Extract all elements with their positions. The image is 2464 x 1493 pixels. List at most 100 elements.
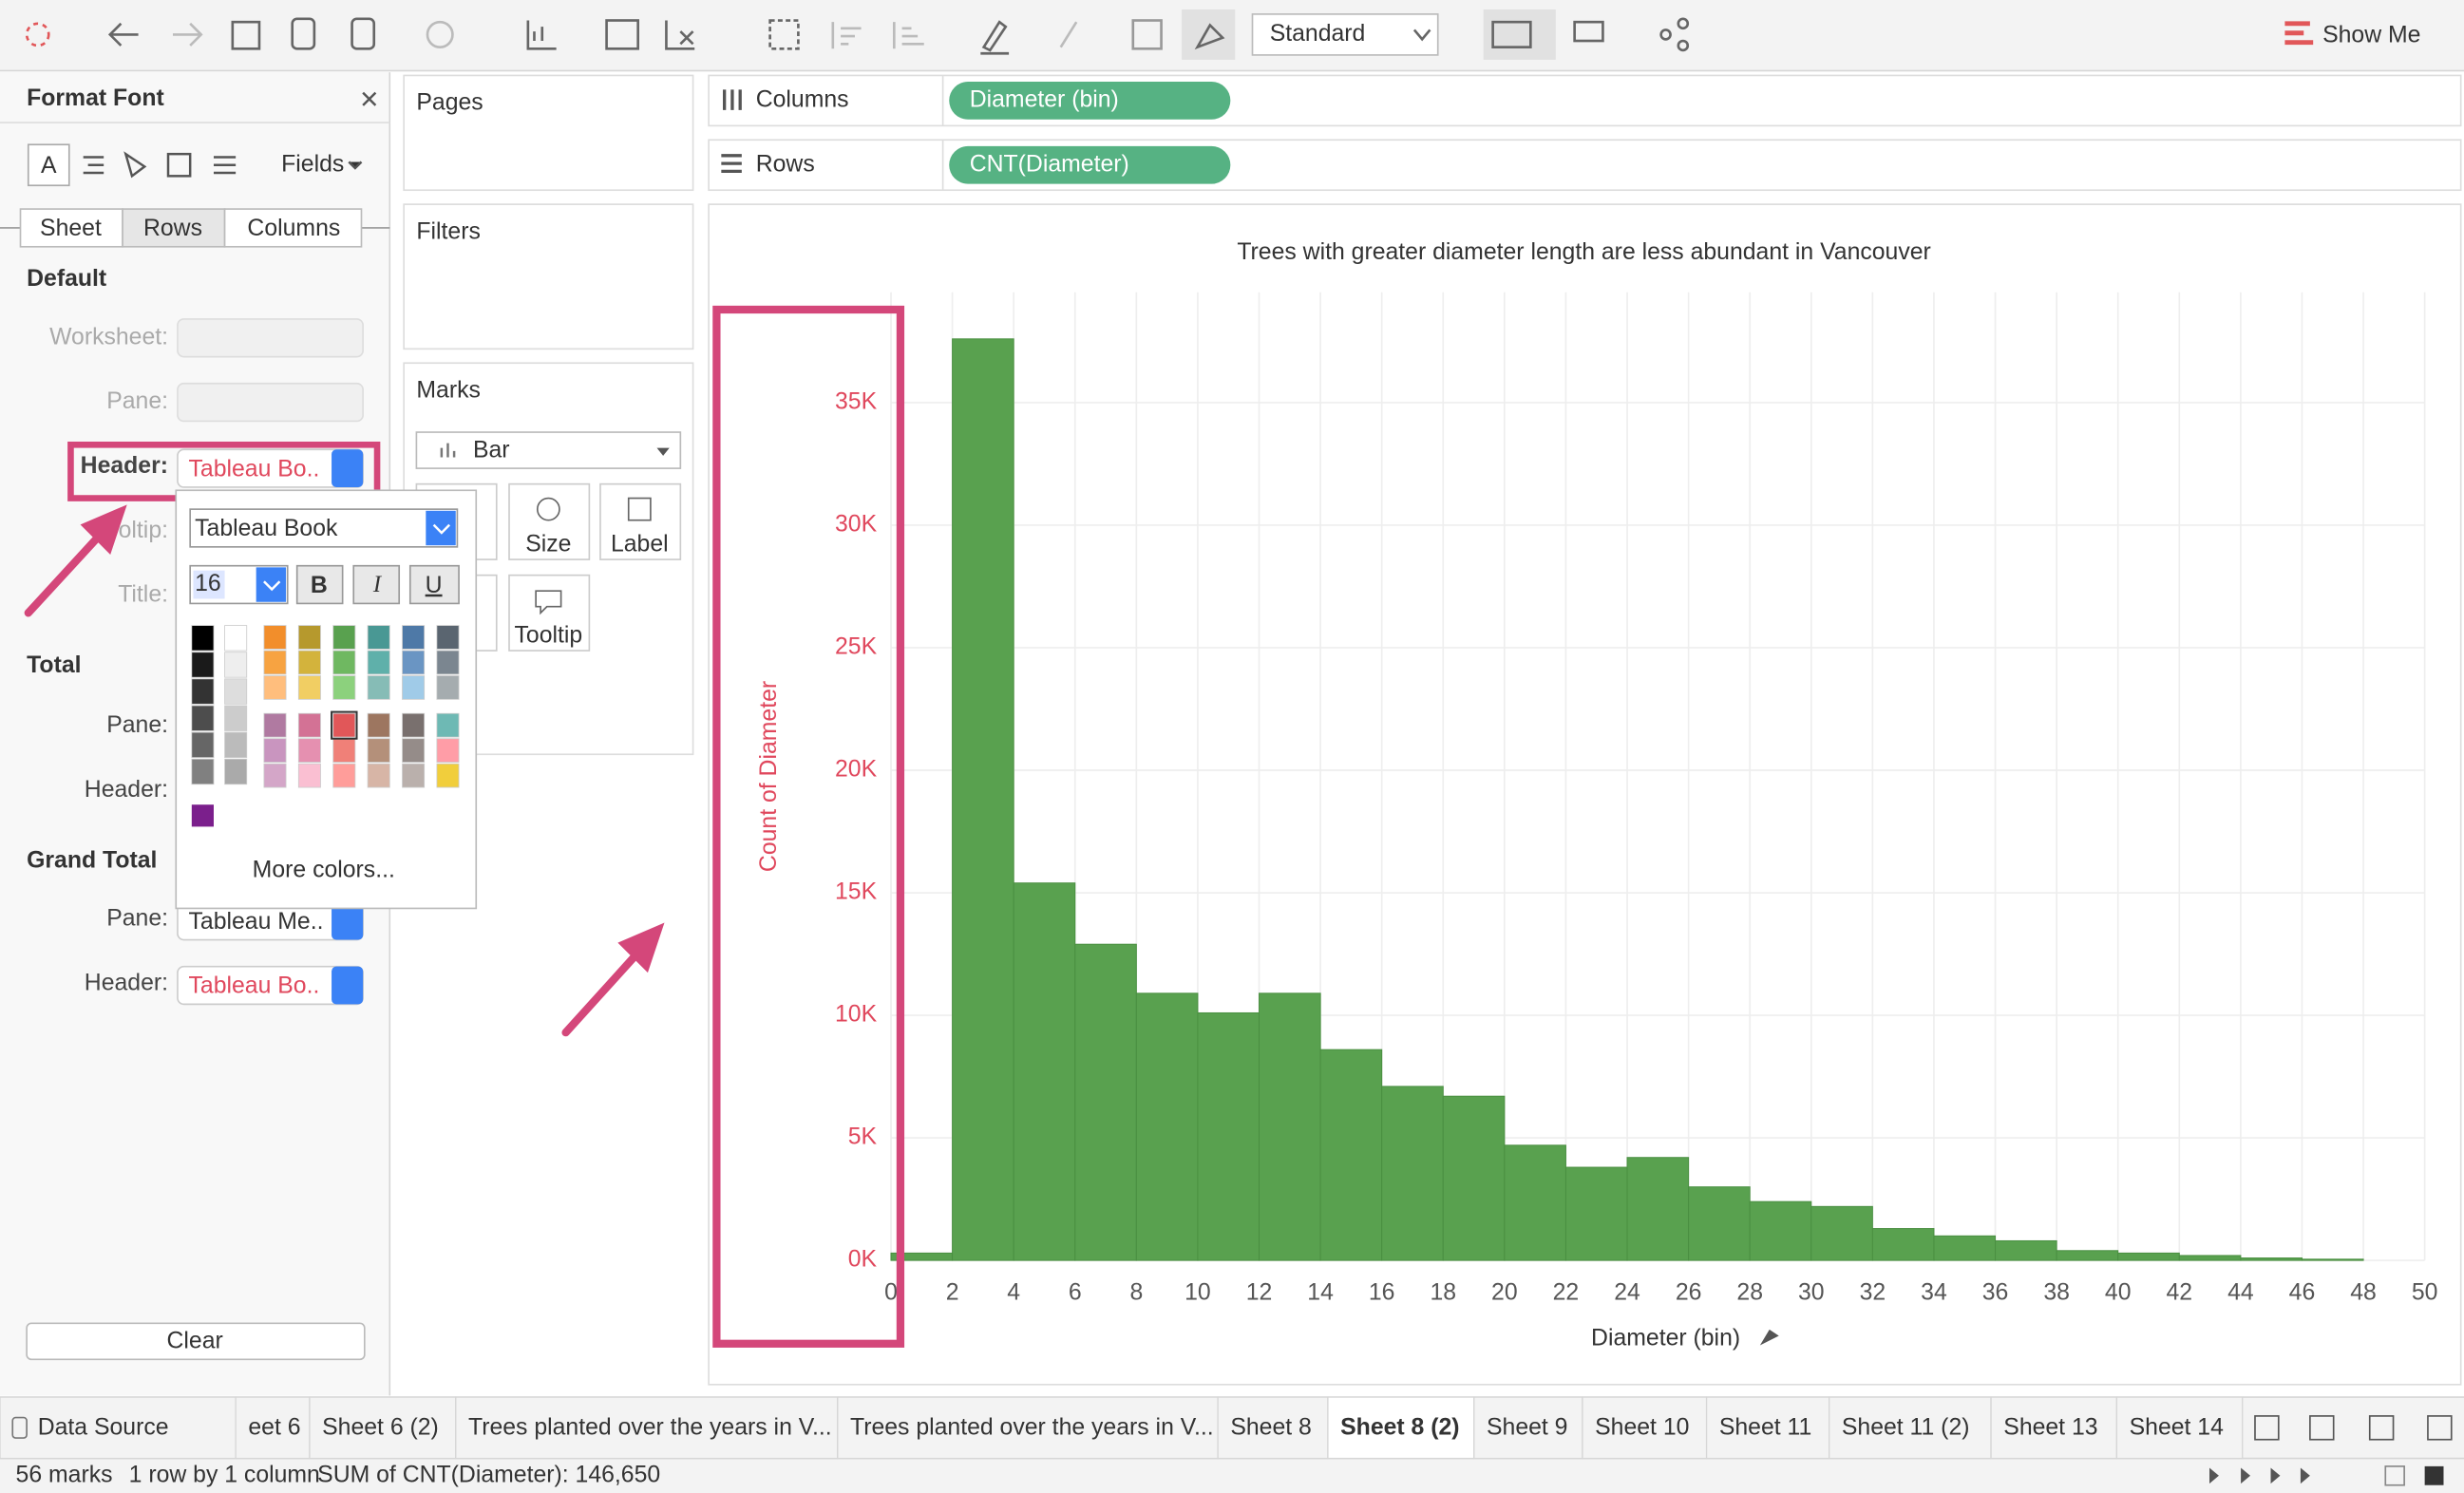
- swatch[interactable]: [332, 650, 356, 675]
- sheet-tab[interactable]: [309, 1396, 457, 1460]
- tab-action[interactable]: [2309, 1415, 2335, 1441]
- sheet-tab[interactable]: [837, 1396, 1219, 1460]
- swatch[interactable]: [402, 763, 426, 788]
- swatch[interactable]: [263, 738, 287, 763]
- swap-icon[interactable]: [768, 19, 800, 50]
- cards-icon[interactable]: [1491, 20, 1532, 48]
- swatch[interactable]: [297, 650, 321, 675]
- duplicate-icon[interactable]: [605, 19, 639, 50]
- sheet-tab[interactable]: [1705, 1396, 1830, 1460]
- swatch[interactable]: [263, 675, 287, 700]
- swatch[interactable]: [367, 763, 390, 788]
- mark-type-dropdown[interactable]: [415, 431, 682, 469]
- more-colors[interactable]: More colors...: [253, 857, 395, 882]
- presentation-icon[interactable]: [1573, 20, 1604, 43]
- tab-sheet[interactable]: [19, 208, 123, 248]
- forward-icon[interactable]: [172, 22, 203, 47]
- sheet-tab[interactable]: [1473, 1396, 1583, 1460]
- swatch[interactable]: [436, 712, 460, 738]
- borders-icon[interactable]: [166, 152, 192, 178]
- swatch[interactable]: [332, 675, 356, 700]
- swatch[interactable]: [367, 675, 390, 700]
- swatch[interactable]: [191, 678, 215, 705]
- tab-columns[interactable]: [223, 208, 363, 248]
- swatch[interactable]: [191, 705, 215, 731]
- sort-desc-icon[interactable]: [892, 22, 924, 49]
- swatch[interactable]: [402, 625, 426, 650]
- pause-icon[interactable]: [351, 17, 376, 50]
- fields-dropdown[interactable]: Fields: [281, 151, 344, 177]
- tab-action[interactable]: [2254, 1415, 2280, 1441]
- sheet-tab[interactable]: [1217, 1396, 1329, 1460]
- swatch[interactable]: [332, 712, 356, 738]
- attach-icon[interactable]: [1059, 21, 1078, 48]
- save-icon[interactable]: [231, 20, 261, 50]
- align-icon[interactable]: [83, 156, 104, 175]
- swatch[interactable]: [224, 758, 248, 785]
- swatch[interactable]: [436, 650, 460, 675]
- clear-sheet-icon[interactable]: [665, 20, 695, 50]
- sheet-tab[interactable]: [2115, 1396, 2244, 1460]
- swatch[interactable]: [297, 738, 321, 763]
- swatch[interactable]: [263, 712, 287, 738]
- swatch[interactable]: [224, 705, 248, 731]
- swatch[interactable]: [297, 625, 321, 650]
- swatch[interactable]: [402, 738, 426, 763]
- size-button[interactable]: [508, 482, 591, 560]
- tab-action[interactable]: [2427, 1415, 2453, 1441]
- swatch[interactable]: [224, 731, 248, 758]
- font-select[interactable]: [189, 508, 459, 548]
- sheet-tab[interactable]: [1828, 1396, 1992, 1460]
- swatch[interactable]: [402, 712, 426, 738]
- underline-button[interactable]: [408, 564, 460, 605]
- swatch[interactable]: [297, 712, 321, 738]
- sheet-tab[interactable]: [235, 1396, 311, 1460]
- show-me[interactable]: Show Me: [2322, 23, 2420, 48]
- swatch[interactable]: [332, 625, 356, 650]
- swatch[interactable]: [263, 650, 287, 675]
- lines-icon[interactable]: [213, 156, 237, 175]
- shading-icon[interactable]: [123, 151, 147, 179]
- swatch[interactable]: [436, 738, 460, 763]
- swatch[interactable]: [367, 625, 390, 650]
- new-sheet-icon[interactable]: [526, 20, 557, 50]
- swatch[interactable]: [436, 625, 460, 650]
- swatch[interactable]: [191, 731, 215, 758]
- pin-icon[interactable]: [1194, 23, 1225, 50]
- fit-dropdown[interactable]: [1251, 13, 1439, 56]
- swatch[interactable]: [224, 625, 248, 652]
- share-icon[interactable]: [1659, 28, 1672, 41]
- text-icon[interactable]: [1131, 19, 1163, 50]
- clear-button[interactable]: [26, 1322, 366, 1361]
- swatch[interactable]: [297, 763, 321, 788]
- swatch[interactable]: [224, 678, 248, 705]
- font-tab[interactable]: [27, 143, 70, 187]
- swatch[interactable]: [367, 650, 390, 675]
- swatch[interactable]: [224, 652, 248, 678]
- swatch[interactable]: [263, 625, 287, 650]
- swatch[interactable]: [263, 763, 287, 788]
- logo[interactable]: [25, 22, 50, 47]
- columns-pill[interactable]: [949, 82, 1231, 120]
- bold-button[interactable]: [295, 564, 344, 605]
- tab-action[interactable]: [2368, 1415, 2395, 1441]
- datasource-icon[interactable]: [291, 17, 316, 50]
- swatch[interactable]: [191, 652, 215, 678]
- refresh-icon[interactable]: [426, 20, 454, 48]
- swatch[interactable]: [191, 758, 215, 785]
- label-button[interactable]: [599, 482, 682, 560]
- swatch[interactable]: [402, 675, 426, 700]
- italic-button[interactable]: [352, 564, 401, 605]
- highlight-icon[interactable]: [980, 20, 1010, 55]
- close-icon[interactable]: [362, 91, 377, 106]
- sheet-tab[interactable]: [1327, 1396, 1475, 1460]
- swatch[interactable]: [367, 738, 390, 763]
- tooltip-button[interactable]: [508, 574, 591, 652]
- swatch[interactable]: [332, 738, 356, 763]
- swatch[interactable]: [191, 625, 215, 652]
- swatch[interactable]: [436, 675, 460, 700]
- swatch[interactable]: [297, 675, 321, 700]
- back-icon[interactable]: [107, 22, 139, 47]
- sort-asc-icon[interactable]: [831, 22, 862, 49]
- swatch[interactable]: [402, 650, 426, 675]
